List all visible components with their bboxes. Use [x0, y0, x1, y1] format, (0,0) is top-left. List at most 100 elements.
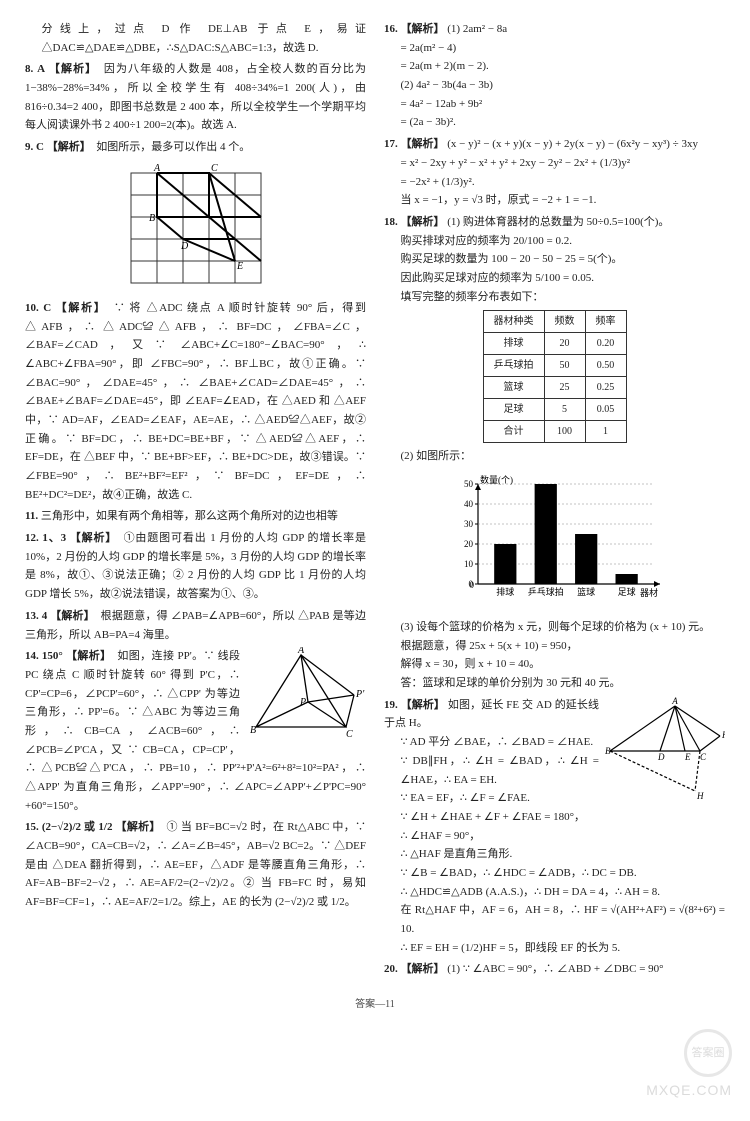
- svg-text:B: B: [149, 213, 155, 224]
- svg-text:乒乓球拍: 乒乓球拍: [527, 586, 563, 597]
- svg-text:F: F: [721, 730, 725, 740]
- q15-num: 15.: [25, 821, 39, 833]
- q16-l2: = 2a(m + 2)(m − 2).: [384, 57, 725, 76]
- q20-num: 20.: [384, 963, 398, 975]
- q16-l3: (2) 4a² − 3b(4a − 3b): [384, 76, 725, 95]
- q12-num: 12.: [25, 532, 39, 544]
- q15-text: ① 当 BF=BC=√2 时，在 Rt△ABC 中，∵ ∠ACB=90°，CA=…: [25, 821, 366, 908]
- svg-text:篮球: 篮球: [577, 586, 595, 597]
- svg-text:P': P': [355, 689, 365, 700]
- table-row: 足球50.05: [483, 399, 626, 421]
- q11: 11. 三角形中，如果有两个角相等，那么这两个角所对的边也相等: [25, 507, 366, 526]
- q20-label: 【解析】: [401, 963, 445, 975]
- svg-text:器材: 器材: [639, 587, 657, 598]
- table-row: 排球200.20: [483, 333, 626, 355]
- svg-text:30: 30: [464, 519, 474, 529]
- svg-text:D: D: [180, 241, 189, 252]
- q19-l3: ∵ ∠H + ∠HAE + ∠F + ∠FAE = 180°，: [384, 808, 725, 827]
- q18-l1: 购买足球的数量为 100 − 20 − 50 − 25 = 5(个)。: [384, 250, 725, 269]
- q13-label: 【解析】: [50, 610, 89, 622]
- q19-label: 【解析】: [401, 699, 445, 711]
- q16-label: 【解析】: [401, 23, 445, 35]
- pre8-text: 分线上，过点 D 作 DE⊥AB 于点 E，易证 △DAC≌△DAE≌△DBE，…: [25, 20, 366, 57]
- svg-text:P: P: [299, 697, 306, 708]
- q17-label: 【解析】: [401, 138, 445, 150]
- q16: 16. 【解析】 (1) 2am² − 8a = 2a(m² − 4) = 2a…: [384, 20, 725, 132]
- q18-p2: (2) 如图所示：: [384, 447, 725, 466]
- q12-ans: 1、3: [42, 532, 66, 544]
- svg-text:50: 50: [464, 479, 474, 489]
- q18-p3-1: 根据题意，得 25x + 5(x + 10) = 950，: [384, 637, 725, 656]
- q8-num: 8.: [25, 63, 33, 75]
- q14: A B C P P' 14. 150° 【解析】 如图，连接 PP'。∵ 线段 …: [25, 647, 366, 815]
- q9: 9. C 【解析】 如图所示，最多可以作出 4 个。: [25, 138, 366, 157]
- q11-text: 三角形中，如果有两个角相等，那么这两个角所对的边也相等: [41, 510, 338, 522]
- q12-label: 【解析】: [70, 532, 112, 544]
- left-column: 分线上，过点 D 作 DE⊥AB 于点 E，易证 △DAC≌△DAE≌△DBE，…: [25, 20, 366, 982]
- svg-text:H: H: [696, 791, 704, 801]
- fig-q19: A B C D E F H: [605, 696, 725, 806]
- q17-num: 17.: [384, 138, 398, 150]
- q17-l3: 当 x = −1，y = √3 时，原式 = −2 + 1 = −1.: [384, 191, 725, 210]
- q14-ans: 150°: [42, 650, 63, 662]
- q14-num: 14.: [25, 650, 39, 662]
- q16-l4: = 4a² − 12ab + 9b²: [384, 95, 725, 114]
- bar-chart: 010203040500数量(个)器材排球乒乓球拍篮球足球: [384, 472, 725, 612]
- q9-num: 9.: [25, 141, 33, 153]
- table-header: 器材种类 频数 频率: [483, 311, 626, 333]
- table-row: 合计1001: [483, 421, 626, 443]
- svg-text:A: A: [297, 647, 305, 656]
- q18-p3-0: (3) 设每个篮球的价格为 x 元，则每个足球的价格为 (x + 10) 元。: [384, 618, 725, 637]
- q8: 8. A 【解析】 因为八年级的人数是 408，占全校人数的百分比为 1−38%…: [25, 60, 366, 135]
- svg-text:E: E: [236, 261, 243, 272]
- q19: A B C D E F H 19. 【解析】 如图，延长 FE 交 AD 的延长…: [384, 696, 725, 958]
- q18-intro: (1) 购进体育器材的总数量为 50÷0.5=100(个)。: [447, 216, 669, 228]
- q17-l2: = −2x² + (1/3)y².: [384, 173, 725, 192]
- svg-text:E: E: [684, 752, 691, 762]
- svg-text:B: B: [605, 746, 611, 756]
- svg-text:B: B: [250, 725, 256, 736]
- q18-l3: 填写完整的频率分布表如下：: [384, 288, 725, 307]
- q20-text: (1) ∵ ∠ABC = 90°，∴ ∠ABD + ∠DBC = 90°: [447, 963, 663, 975]
- q8-ans: A: [37, 63, 45, 75]
- q9-label: 【解析】: [47, 141, 86, 153]
- fig-q9: A C B D E: [25, 163, 366, 293]
- q16-l1: = 2a(m² − 4): [384, 39, 725, 58]
- q17-l1: = x² − 2xy + y² − x² + y² + 2xy − 2y² − …: [384, 154, 725, 173]
- svg-text:A: A: [671, 696, 678, 706]
- q20: 20. 【解析】 (1) ∵ ∠ABC = 90°，∴ ∠ABD + ∠DBC …: [384, 960, 725, 979]
- right-column: 16. 【解析】 (1) 2am² − 8a = 2a(m² − 4) = 2a…: [384, 20, 725, 982]
- q13-num: 13.: [25, 610, 39, 622]
- th-2: 频率: [585, 311, 626, 333]
- q19-l5: ∴ △HAF 是直角三角形.: [384, 845, 725, 864]
- q13: 13. 4 【解析】 根据题意，得 ∠PAB=∠APB=60°，所以 △PAB …: [25, 607, 366, 644]
- q19-l9: ∴ EF = EH = (1/2)HF = 5，即线段 EF 的长为 5.: [384, 939, 725, 958]
- q17-l0: (x − y)² − (x + y)(x − y) + 2y(x − y) − …: [447, 138, 698, 150]
- fig-q14: A B C P P': [246, 647, 366, 742]
- q18: 18. 【解析】 (1) 购进体育器材的总数量为 50÷0.5=100(个)。 …: [384, 213, 725, 693]
- svg-text:A: A: [152, 163, 160, 174]
- svg-text:排球: 排球: [496, 586, 514, 597]
- svg-text:20: 20: [464, 539, 474, 549]
- q15-ans: (2−√2)/2 或 1/2: [42, 821, 113, 833]
- page-footer: 答案—11: [25, 996, 725, 1013]
- q19-l8: 在 Rt△HAF 中，AF = 6，AH = 8，∴ HF = √(AH²+AF…: [384, 901, 725, 938]
- watermark-circle: 答案圈: [684, 1029, 732, 1077]
- svg-text:C: C: [700, 752, 707, 762]
- q18-num: 18.: [384, 216, 398, 228]
- q11-num: 11.: [25, 510, 38, 522]
- q13-ans: 4: [42, 610, 48, 622]
- q10-label: 【解析】: [56, 302, 101, 314]
- q19-num: 19.: [384, 699, 398, 711]
- svg-text:D: D: [657, 752, 665, 762]
- q9-text: 如图所示，最多可以作出 4 个。: [85, 141, 250, 153]
- th-1: 频数: [544, 311, 585, 333]
- svg-text:数量(个): 数量(个): [480, 474, 513, 485]
- q18-label: 【解析】: [401, 216, 445, 228]
- svg-text:0: 0: [469, 580, 474, 590]
- q10-ans: C: [43, 302, 51, 314]
- watermark: 答案圈 MXQE.COM: [646, 1029, 732, 1103]
- svg-text:40: 40: [464, 499, 474, 509]
- q18-p3-3: 答：篮球和足球的单价分别为 30 元和 40 元。: [384, 674, 725, 693]
- svg-text:10: 10: [464, 559, 474, 569]
